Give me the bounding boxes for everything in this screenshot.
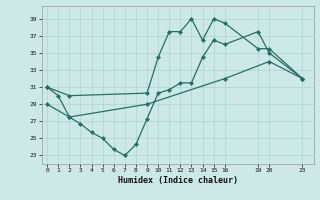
- X-axis label: Humidex (Indice chaleur): Humidex (Indice chaleur): [118, 176, 237, 185]
